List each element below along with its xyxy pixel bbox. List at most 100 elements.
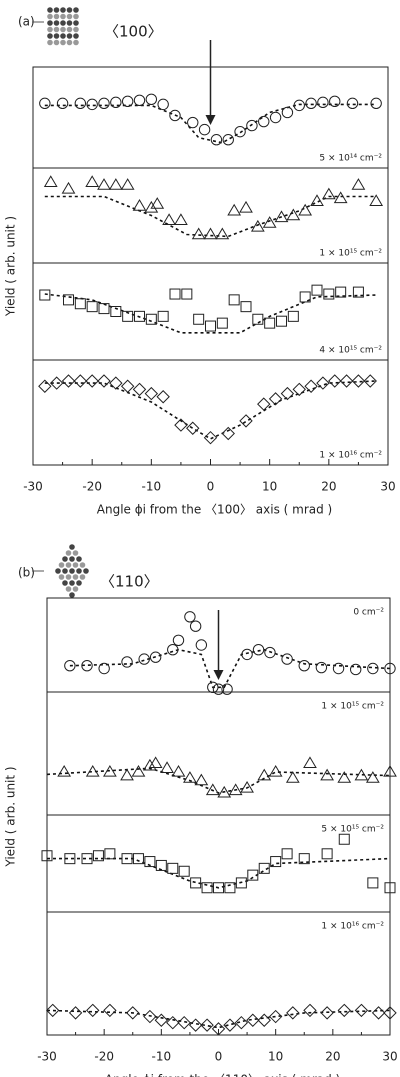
atom <box>58 574 65 580</box>
data-point <box>157 98 169 111</box>
data-point <box>56 97 69 110</box>
dose-annotation: 1 × 10¹⁶ cm⁻² <box>321 922 384 932</box>
data-point <box>169 288 181 300</box>
data-point <box>92 850 104 862</box>
data-point <box>200 1018 214 1032</box>
data-point <box>316 376 330 390</box>
data-point <box>183 771 197 783</box>
data-point <box>258 862 270 874</box>
panel-label: (b) <box>18 566 35 580</box>
data-point <box>264 646 276 659</box>
fit-line <box>69 648 391 689</box>
data-point <box>241 648 253 661</box>
atom <box>53 13 60 20</box>
atom <box>73 39 79 46</box>
data-point <box>234 125 246 138</box>
atom <box>47 7 53 13</box>
data-point <box>240 301 252 313</box>
data-point <box>157 310 169 322</box>
data-point <box>383 1006 397 1020</box>
x-tick-label: 30 <box>380 480 395 494</box>
data-point <box>369 194 384 206</box>
atom <box>60 39 66 46</box>
data-point <box>228 783 243 796</box>
data-point <box>303 1003 317 1018</box>
data-point <box>337 771 352 783</box>
data-point <box>148 756 163 769</box>
data-point <box>383 764 397 777</box>
data-point <box>351 178 366 190</box>
data-point <box>262 216 277 228</box>
data-point <box>189 620 202 632</box>
data-point <box>240 780 254 793</box>
data-point <box>298 853 310 865</box>
data-point <box>367 662 379 675</box>
fit-line <box>44 195 377 238</box>
data-point <box>38 379 52 393</box>
data-point <box>193 313 205 325</box>
data-point <box>281 848 293 860</box>
data-point <box>194 773 209 786</box>
arrow-head <box>205 115 216 125</box>
atom <box>72 562 79 568</box>
data-point <box>154 1013 169 1027</box>
x-tick-label: 20 <box>321 480 336 494</box>
data-point <box>365 771 380 783</box>
data-point <box>217 785 232 798</box>
data-point <box>174 418 188 432</box>
direction-label: 〈100〉 <box>104 23 163 41</box>
dose-annotation: 5 × 10¹⁴ cm⁻² <box>319 154 382 164</box>
crystal-icon <box>32 7 79 46</box>
data-point <box>384 662 396 675</box>
data-point <box>235 877 247 889</box>
atom <box>47 33 53 39</box>
data-point <box>188 1018 203 1032</box>
data-point <box>74 298 86 310</box>
data-point <box>85 764 100 777</box>
data-point <box>354 1003 369 1018</box>
data-point <box>339 374 354 388</box>
atom <box>53 20 60 26</box>
data-point <box>286 208 301 221</box>
data-point <box>145 93 158 106</box>
atom <box>76 568 82 574</box>
data-point <box>367 877 379 889</box>
data-point <box>305 97 317 110</box>
data-point <box>292 382 306 397</box>
data-point <box>258 115 270 128</box>
data-point <box>268 764 283 777</box>
data-point <box>97 178 111 190</box>
atom <box>83 568 89 574</box>
data-point <box>384 882 396 894</box>
atom <box>58 562 65 568</box>
data-point <box>250 219 265 232</box>
data-point <box>132 382 147 397</box>
data-point <box>39 289 51 301</box>
data-point <box>321 848 333 860</box>
data-point <box>86 98 98 111</box>
data-point <box>156 390 170 404</box>
data-point <box>85 175 100 187</box>
dose-annotation: 1 × 10¹⁵ cm⁻² <box>319 249 382 259</box>
data-point <box>351 374 366 388</box>
atom <box>65 586 72 592</box>
data-point <box>120 379 135 393</box>
data-point <box>61 374 76 388</box>
atom <box>73 13 79 20</box>
data-point <box>201 882 213 894</box>
data-point <box>143 758 157 771</box>
data-point <box>298 659 310 672</box>
atom <box>72 550 79 556</box>
data-point <box>333 191 348 204</box>
data-point <box>221 683 233 695</box>
data-point <box>269 111 282 124</box>
atom <box>66 20 73 26</box>
x-tick-label: -30 <box>37 1050 57 1064</box>
data-point <box>268 1009 283 1024</box>
data-point <box>205 320 216 332</box>
data-point <box>281 653 293 665</box>
data-point <box>321 187 336 200</box>
atom <box>65 574 72 580</box>
data-point <box>64 853 76 865</box>
